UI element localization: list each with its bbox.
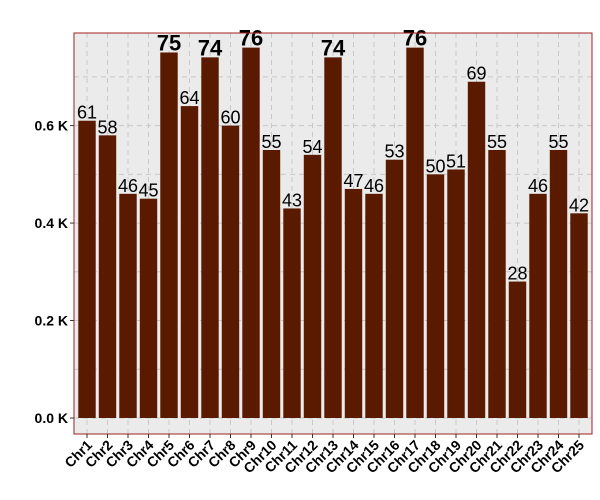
data-label: 75 [157,30,181,55]
data-label: 64 [179,88,199,108]
y-tick-label: 0.2 K [35,313,68,329]
bar [160,52,178,418]
bar [447,169,465,418]
bar [324,57,342,418]
bar [98,135,117,418]
bar [570,213,588,418]
data-label: 46 [364,176,384,196]
x-axis: Chr1Chr2Chr3Chr4Chr5Chr6Chr7Chr8Chr9Chr1… [61,434,587,476]
data-label: 51 [446,151,466,171]
data-label: 74 [321,35,346,60]
data-label: 76 [403,26,427,51]
bar [283,208,301,418]
bar [139,198,158,418]
data-label: 46 [528,176,548,196]
data-label: 43 [282,190,302,210]
data-label: 42 [569,195,589,215]
data-label: 54 [302,137,322,157]
data-label: 69 [466,64,486,84]
bar [365,193,383,418]
bar [467,81,486,418]
y-tick-label: 0.6 K [35,118,68,134]
data-label: 55 [261,132,281,152]
bar [488,149,506,418]
bar [549,149,568,418]
data-label: 50 [425,156,445,176]
data-label: 46 [118,176,138,196]
data-label: 58 [97,117,117,137]
data-label: 55 [487,132,507,152]
y-tick-label: 0.4 K [35,215,68,231]
y-axis: 0.0 K 0.2 K 0.4 K 0.6 K [35,118,74,426]
bar [426,174,445,418]
data-label: 47 [343,171,363,191]
data-label: 60 [220,108,240,128]
bar [242,47,260,419]
bar [180,106,199,419]
data-label: 55 [548,132,568,152]
data-label: 76 [239,26,263,51]
bar [344,188,363,418]
bar [529,193,547,418]
bar [78,120,96,418]
bar [508,281,527,418]
data-label: 28 [507,264,527,284]
data-label: 53 [384,142,404,162]
y-tick-label: 0.0 K [35,410,68,426]
data-label: 74 [198,35,223,60]
bar [221,125,240,418]
bar [119,193,137,418]
bars-group [78,47,588,419]
bar [303,154,322,418]
data-label: 61 [77,103,97,123]
bar [201,57,219,418]
bar [385,159,404,418]
bar [406,47,424,419]
data-label: 45 [138,181,158,201]
bar [262,149,281,418]
